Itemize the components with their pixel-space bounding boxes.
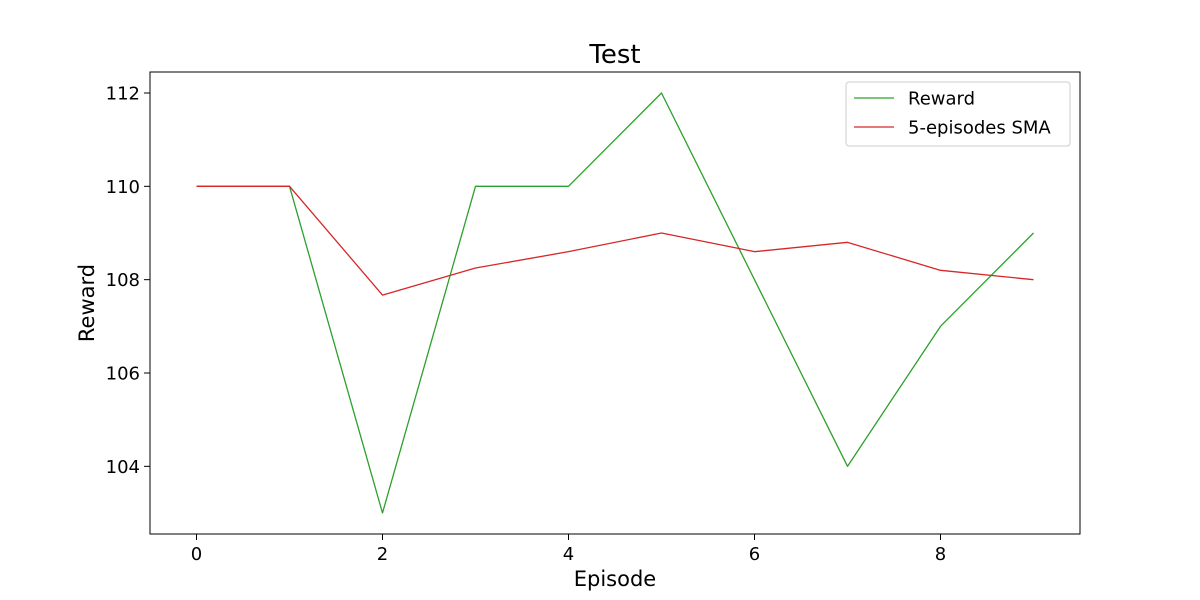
legend-label-1: 5-episodes SMA	[908, 118, 1051, 139]
x-tick-label: 4	[563, 544, 574, 565]
y-tick-label: 110	[106, 177, 140, 198]
chart-title: Test	[588, 40, 640, 70]
y-tick-label: 106	[106, 364, 140, 385]
y-tick-label: 104	[106, 457, 140, 478]
series-line-0	[196, 92, 1034, 514]
x-tick-label: 8	[935, 544, 946, 565]
legend-label-0: Reward	[908, 89, 975, 110]
x-axis: 0 2 4 6 8	[191, 534, 946, 565]
series-layer	[196, 92, 1034, 514]
x-tick-label: 2	[377, 544, 388, 565]
y-axis-label: Reward	[75, 264, 99, 342]
x-axis-label: Episode	[574, 567, 656, 591]
plot-frame	[149, 71, 1081, 535]
y-tick-label: 112	[106, 84, 140, 105]
x-tick-label: 0	[191, 544, 202, 565]
y-axis: 104 106 108 110 112	[106, 84, 150, 478]
legend-box	[845, 81, 1071, 147]
x-tick-label: 6	[749, 544, 760, 565]
y-tick-label: 108	[106, 270, 140, 291]
legend: Reward 5-episodes SMA	[845, 81, 1071, 147]
series-line-1	[196, 185, 1034, 296]
